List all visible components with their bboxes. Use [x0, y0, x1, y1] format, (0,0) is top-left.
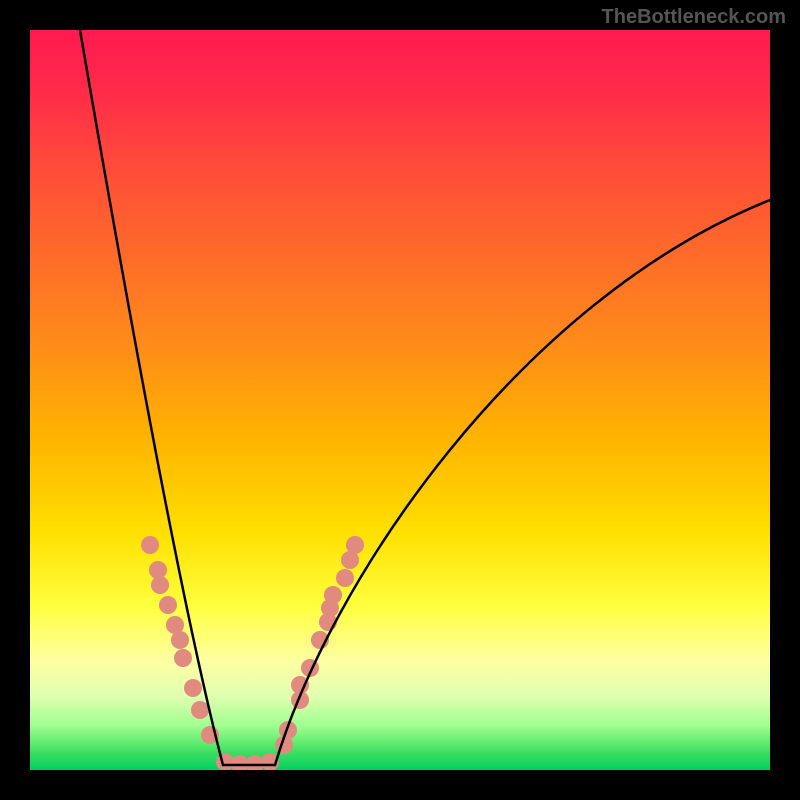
chart-border-right [770, 0, 800, 800]
chart-border-bottom [0, 770, 800, 800]
bottleneck-chart [0, 0, 800, 800]
chart-border-left [0, 0, 30, 800]
marker-dot [141, 536, 159, 554]
watermark-text: TheBottleneck.com [602, 6, 786, 29]
marker-dot [191, 701, 209, 719]
marker-dot [346, 536, 364, 554]
marker-dot [159, 596, 177, 614]
marker-dot [174, 649, 192, 667]
chart-background [30, 30, 770, 770]
marker-dot [324, 586, 342, 604]
marker-dot [184, 679, 202, 697]
marker-dot [336, 569, 354, 587]
marker-dot [171, 631, 189, 649]
marker-dot [151, 576, 169, 594]
